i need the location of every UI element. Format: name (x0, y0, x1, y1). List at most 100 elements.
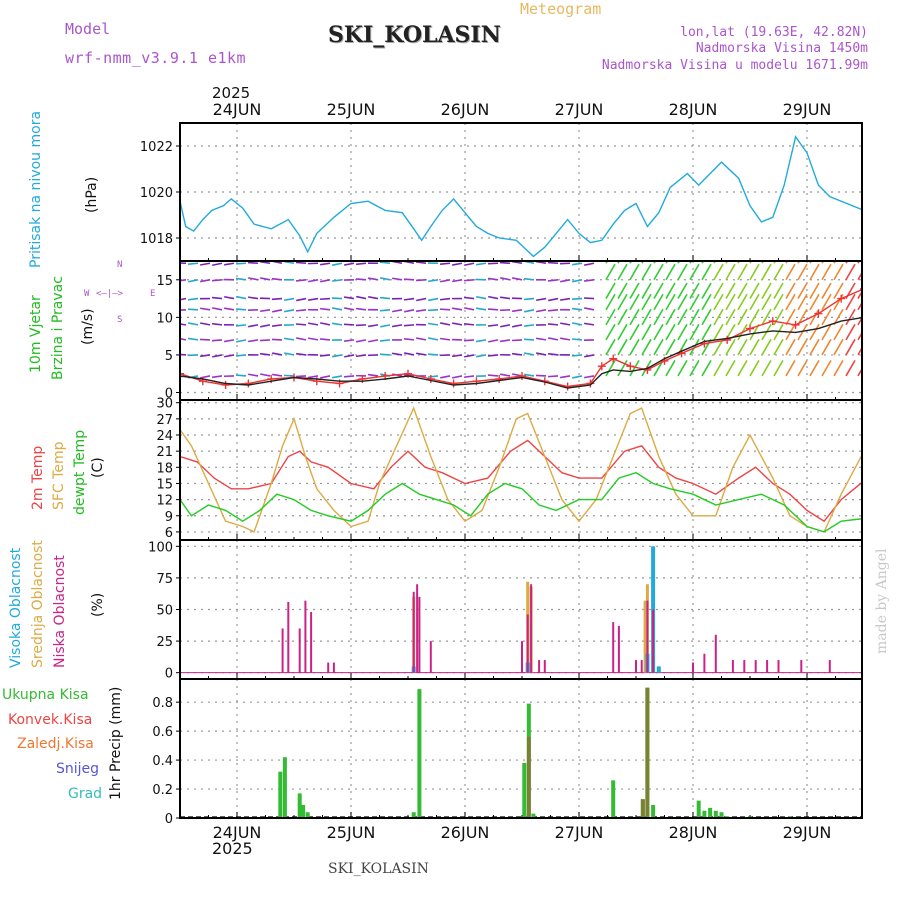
wind-direction-arrow (464, 307, 475, 311)
wind-direction-arrow (523, 297, 535, 301)
wind-direction-arrow (749, 323, 760, 341)
wind-direction-arrow (356, 339, 367, 343)
cloud-low-bar (640, 660, 643, 673)
wind-direction-arrow (737, 263, 748, 281)
wind-direction-arrow (512, 373, 523, 377)
wind-direction-arrow (260, 373, 271, 377)
wind-direction-arrow (547, 323, 559, 326)
wind-direction-arrow (547, 278, 559, 282)
panel-border (179, 539, 863, 680)
wind-direction-arrow (500, 373, 511, 377)
wind-direction-arrow (368, 277, 379, 281)
wind-direction-arrow (773, 308, 784, 326)
wind-direction-arrow (737, 282, 748, 299)
wind-direction-arrow (689, 338, 700, 356)
precip-panel: 0 0.2 0.4 0.6 0.8 (152, 679, 862, 827)
wind-direction-arrow (689, 308, 700, 326)
wind-direction-arrow (653, 359, 664, 377)
wind-direction-arrow (187, 308, 199, 311)
wind-direction-arrow (797, 293, 808, 311)
wind-direction-arrow (283, 337, 295, 341)
wind-direction-arrow (653, 323, 664, 341)
wind-direction-arrow (785, 282, 796, 299)
cloud-low-bar (777, 660, 780, 673)
wind-direction-arrow (427, 322, 439, 326)
wind-direction-arrow (499, 339, 511, 343)
wind-direction-arrow (180, 353, 187, 356)
rain-conv-bar (526, 736, 531, 818)
wind-direction-arrow (583, 322, 595, 326)
wind-direction-arrow (833, 308, 844, 326)
y-tick-label: 50 (156, 604, 173, 619)
wind-direction-arrow (452, 307, 463, 311)
cloud-low-bar (703, 653, 706, 673)
wind-speed-marker (563, 382, 572, 391)
wind-direction-arrow (379, 261, 391, 265)
cloud-panel: 0 25 50 75 100 (148, 540, 862, 682)
wind-direction-arrow (415, 261, 427, 265)
wind-direction-arrow (560, 337, 571, 341)
wind-direction-arrow (284, 309, 295, 313)
wind-direction-arrow (235, 374, 247, 377)
wind-direction-arrow (343, 375, 355, 378)
wind-direction-arrow (200, 278, 211, 283)
wind-direction-arrow (857, 346, 862, 356)
wind-direction-arrow (641, 359, 652, 377)
wind-direction-arrow (308, 297, 319, 301)
wind-direction-arrow (235, 262, 247, 265)
wind-direction-arrow (379, 309, 391, 312)
wind-direction-arrow (188, 322, 199, 326)
wind-direction-arrow (452, 375, 463, 379)
wind-direction-arrow (271, 373, 283, 377)
wind-direction-arrow (403, 278, 415, 281)
wind-direction-arrow (524, 261, 535, 265)
wind-direction-arrow (761, 261, 765, 264)
wind-speed-marker (814, 309, 823, 318)
cloud-low-bar (754, 660, 757, 673)
pressure-panel: 1018 1020 1022 (140, 123, 862, 261)
wind-direction-arrow (200, 307, 211, 311)
wind-direction-arrow (584, 307, 595, 311)
cloud-low-bar (646, 600, 649, 673)
wind-direction-arrow (284, 261, 295, 265)
wind-direction-arrow (332, 354, 343, 358)
wind-direction-arrow (572, 322, 583, 326)
wind-speed-marker (267, 374, 276, 383)
y-tick-label: 25 (156, 635, 173, 650)
wind-direction-arrow (224, 339, 235, 343)
wind-direction-arrow (463, 339, 475, 342)
wind-direction-arrow (224, 307, 235, 311)
rain-total-bar (702, 810, 707, 818)
wind-direction-arrow (821, 308, 832, 326)
compass-n-label: N (117, 260, 123, 270)
wind-direction-arrow (535, 337, 547, 341)
wind-direction-arrow (845, 323, 856, 341)
top-day-label: 24JUN (213, 100, 262, 119)
wind-direction-arrow (236, 295, 247, 300)
wind-direction-arrow (785, 308, 796, 326)
cloud-low-bar (652, 609, 655, 673)
wind-direction-arrow (785, 261, 789, 264)
wind-direction-arrow (415, 278, 427, 282)
cloud-high-bar (645, 653, 650, 673)
wind-direction-arrow (211, 296, 223, 300)
y-tick-label: 9 (165, 510, 173, 525)
wind-direction-arrow (464, 354, 475, 358)
wind-direction-arrow (797, 308, 808, 326)
wind-direction-arrow (548, 297, 559, 302)
wind-direction-arrow (416, 352, 427, 356)
wind-direction-arrow (452, 278, 463, 283)
wind-direction-arrow (295, 323, 307, 326)
wind-direction-arrow (499, 261, 511, 265)
wind-speed-marker (700, 339, 709, 348)
rain-total-bar (787, 816, 792, 818)
wind-direction-arrow (320, 375, 331, 379)
wind-direction-arrow (749, 263, 760, 281)
wind-direction-arrow (211, 322, 223, 326)
wind-speed-marker (746, 324, 754, 333)
wind-direction-arrow (499, 296, 511, 300)
wind-direction-arrow (809, 282, 820, 299)
wind-direction-arrow (761, 263, 772, 281)
wind-direction-arrow (821, 338, 832, 356)
wind-direction-arrow (713, 261, 717, 264)
